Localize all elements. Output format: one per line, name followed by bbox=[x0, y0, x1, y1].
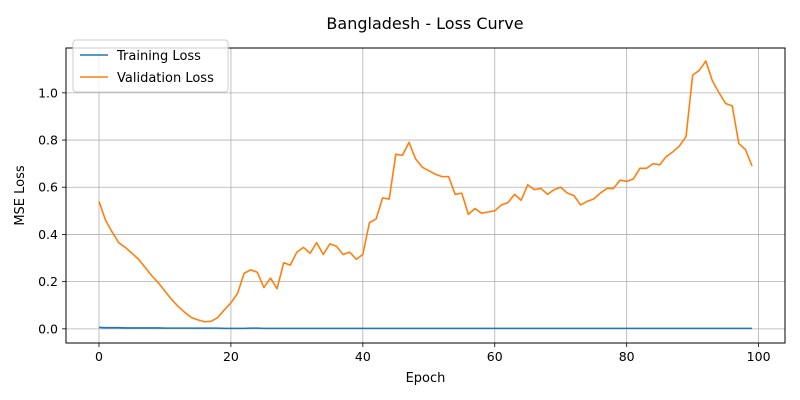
x-tick-label: 40 bbox=[355, 349, 371, 364]
y-tick-label: 0.0 bbox=[38, 321, 58, 336]
legend-box bbox=[72, 39, 229, 93]
x-tick-label: 60 bbox=[487, 349, 503, 364]
series-lines bbox=[98, 60, 753, 330]
y-axis-label: MSE Loss bbox=[13, 165, 28, 226]
y-tick-label: 0.4 bbox=[38, 227, 58, 242]
legend-label-training-loss: Training Loss bbox=[116, 49, 201, 64]
legend-label-validation-loss: Validation Loss bbox=[117, 71, 214, 86]
x-tick-label: 80 bbox=[619, 349, 635, 364]
x-tick-label: 20 bbox=[223, 349, 239, 364]
y-tick-label: 0.8 bbox=[38, 133, 58, 148]
series-line-training-loss bbox=[98, 326, 753, 330]
axis-ticks: 0 20 40 60 80 100 0.0 0.2 0.4 0.6 0.8 1.0 bbox=[38, 85, 770, 364]
x-axis-label: Epoch bbox=[406, 371, 446, 386]
legend: Training Loss Validation Loss bbox=[72, 39, 229, 93]
x-tick-label: 100 bbox=[747, 349, 771, 364]
x-tick-label: 0 bbox=[95, 349, 103, 364]
chart-title: Bangladesh - Loss Curve bbox=[326, 14, 523, 33]
y-tick-label: 0.6 bbox=[38, 180, 58, 195]
y-tick-label: 0.2 bbox=[38, 274, 58, 289]
y-tick-label: 1.0 bbox=[38, 85, 58, 100]
plot-area-frame bbox=[65, 47, 786, 344]
series-line-validation-loss bbox=[98, 60, 753, 323]
